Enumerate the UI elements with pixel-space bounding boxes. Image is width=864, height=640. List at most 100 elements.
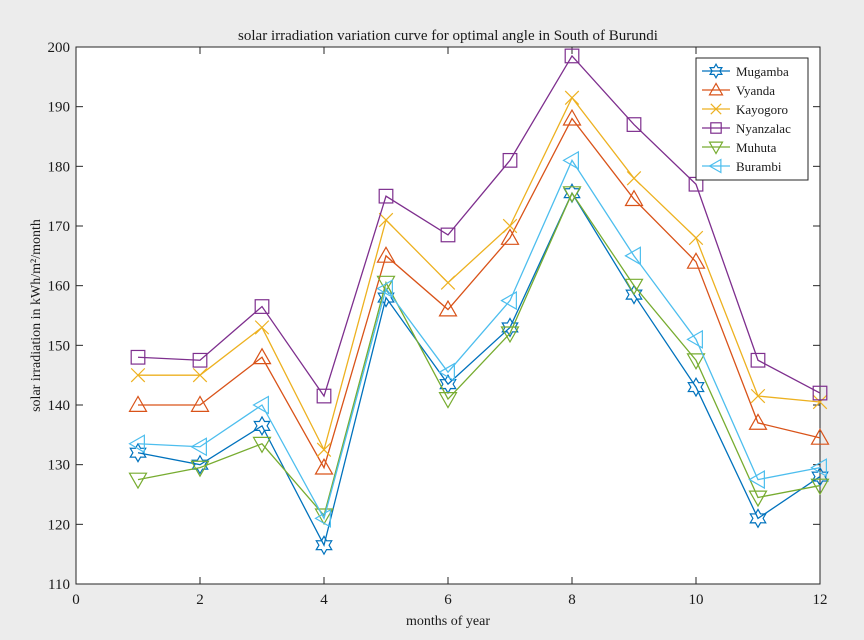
data-point	[625, 284, 643, 305]
chart-title: solar irradiation variation curve for op…	[238, 28, 658, 44]
y-tick-label: 140	[48, 398, 71, 414]
legend-label: Muhuta	[736, 140, 777, 155]
data-point	[564, 48, 580, 64]
x-tick-label: 0	[72, 592, 80, 608]
data-point	[376, 279, 393, 299]
data-point	[564, 90, 580, 105]
x-tick-label: 10	[689, 592, 704, 608]
data-point	[254, 299, 270, 314]
legend-label: Burambi	[736, 159, 782, 174]
series-muhuta	[128, 186, 830, 526]
legend-item-kayogoro: Kayogoro	[702, 102, 788, 117]
data-point	[440, 227, 456, 243]
data-point	[252, 436, 272, 454]
data-point	[314, 457, 334, 475]
legend-item-vyanda: Vyanda	[702, 82, 775, 98]
data-point	[378, 212, 394, 228]
y-tick-label: 190	[48, 100, 71, 116]
data-point	[376, 246, 396, 263]
legend-label: Mugamba	[736, 64, 789, 79]
data-point	[811, 466, 829, 487]
x-tick-label: 4	[320, 592, 328, 608]
legend-item-nyanzalac: Nyanzalac	[702, 121, 791, 136]
data-point	[502, 218, 518, 234]
data-point	[377, 287, 395, 308]
data-point	[129, 442, 147, 463]
series-kayogoro	[130, 90, 828, 457]
x-tick-label: 6	[444, 592, 452, 608]
y-tick-label: 170	[48, 219, 71, 235]
data-point	[315, 535, 333, 556]
x-tick-label: 12	[813, 592, 828, 608]
data-point	[253, 415, 271, 437]
series-burambi	[128, 150, 827, 528]
legend-label: Kayogoro	[736, 102, 788, 117]
data-point	[438, 299, 458, 317]
data-point	[562, 150, 579, 170]
data-point	[686, 329, 703, 349]
data-point	[687, 376, 705, 398]
data-point	[128, 395, 148, 412]
data-point	[624, 278, 644, 296]
x-axis-title: months of year	[406, 614, 490, 629]
data-point	[314, 508, 331, 528]
data-point	[810, 478, 830, 496]
data-point	[748, 413, 768, 430]
data-point	[130, 349, 146, 365]
data-point	[190, 460, 210, 478]
data-point	[709, 62, 723, 80]
data-point	[812, 394, 828, 410]
y-tick-label: 120	[48, 517, 71, 533]
data-point	[708, 158, 722, 174]
data-point	[710, 103, 722, 115]
data-point	[562, 108, 582, 126]
data-point	[748, 470, 765, 490]
y-tick-label: 160	[48, 279, 71, 295]
data-point	[500, 291, 517, 311]
data-point	[128, 472, 148, 490]
data-point	[500, 326, 520, 344]
legend: Mugamba Vyanda Kayogoro Nyanzalac Muhuta Bura…	[695, 57, 809, 181]
data-point	[708, 141, 724, 155]
data-point	[438, 362, 455, 382]
data-point	[501, 317, 519, 338]
data-point	[130, 367, 146, 383]
series-line	[138, 117, 821, 470]
data-point	[438, 392, 458, 409]
data-point	[254, 320, 270, 335]
data-point	[128, 434, 145, 454]
data-point	[686, 353, 706, 370]
legend-box	[695, 57, 809, 181]
data-point	[378, 188, 394, 204]
series-vyanda	[128, 108, 830, 475]
data-point	[688, 230, 704, 246]
data-point	[810, 458, 827, 478]
series-nyanzalac	[130, 48, 828, 404]
data-point	[810, 428, 830, 445]
data-point	[192, 352, 208, 368]
data-point	[192, 367, 208, 383]
data-point	[749, 508, 767, 529]
x-tick-label: 8	[568, 592, 576, 608]
data-point	[812, 385, 828, 401]
y-tick-label: 130	[48, 458, 71, 474]
data-point	[252, 347, 272, 365]
y-tick-label: 150	[48, 338, 71, 354]
data-point	[316, 442, 332, 457]
data-point	[190, 395, 210, 412]
data-point	[252, 395, 269, 415]
data-point	[191, 454, 209, 475]
series-line	[137, 54, 821, 398]
legend-item-burambi: Burambi	[702, 158, 782, 174]
data-point	[708, 82, 724, 96]
series-line	[138, 96, 821, 452]
data-point	[316, 388, 332, 404]
data-point	[710, 122, 722, 134]
data-point	[748, 490, 768, 508]
y-tick-label: 180	[48, 159, 71, 175]
y-axis-title: solar irradiation in kWh/m²/month	[29, 219, 44, 412]
data-point	[686, 252, 706, 269]
series-group	[128, 48, 830, 556]
